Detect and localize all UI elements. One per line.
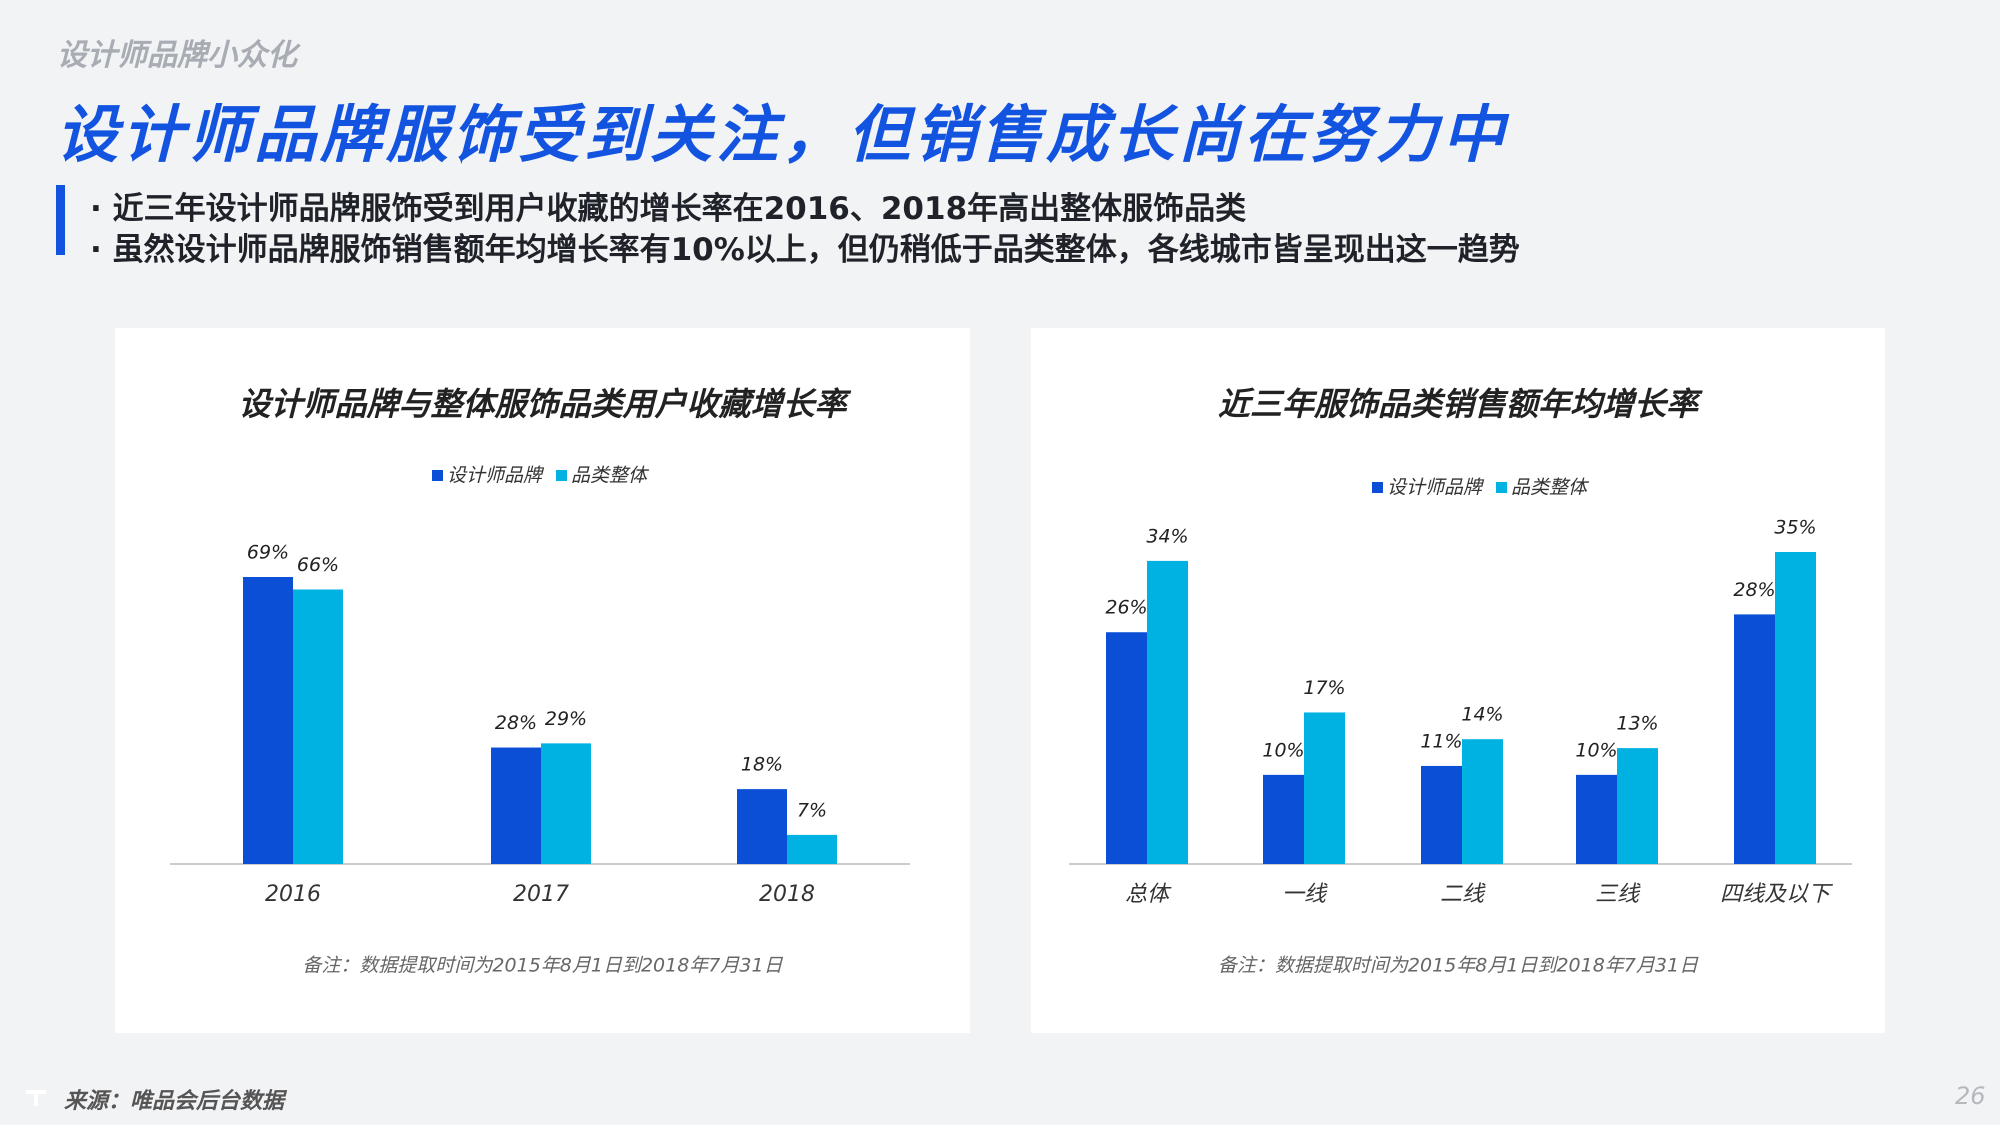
x-tick-label: 2018 — [759, 882, 815, 907]
legend-swatch — [1496, 482, 1508, 493]
x-tick-label: 2017 — [513, 882, 569, 907]
bar — [1147, 560, 1188, 864]
data-label: 34% — [1146, 525, 1188, 547]
bar — [1462, 739, 1503, 864]
legend-label: 品类整体 — [1511, 477, 1590, 499]
bar — [293, 589, 343, 864]
legend-swatch — [556, 470, 568, 481]
bar — [1576, 774, 1617, 864]
bullet: 虽然设计师品牌服饰销售额年均增长率有10%以上，但仍稍低于品类整体，各线城市皆呈… — [90, 224, 1520, 269]
bar — [787, 834, 837, 864]
data-label: 18% — [741, 754, 783, 776]
bar — [1775, 552, 1816, 864]
legend-label: 品类整体 — [571, 465, 650, 487]
chart-note: 备注：数据提取时间为2015年8月1日到2018年7月31日 — [1218, 955, 1699, 977]
data-label: 66% — [297, 554, 339, 576]
bar — [1304, 712, 1345, 864]
data-label: 10% — [1575, 739, 1617, 761]
bar — [1617, 748, 1658, 864]
chart-note: 备注：数据提取时间为2015年8月1日到2018年7月31日 — [302, 955, 783, 977]
slide-title: 设计师品牌服饰受到关注，但销售成长尚在努力中 — [56, 98, 1509, 171]
data-label: 28% — [1733, 579, 1775, 601]
data-label: 13% — [1616, 713, 1658, 735]
bar — [1421, 765, 1462, 864]
data-label: 14% — [1461, 704, 1503, 726]
data-label: 7% — [797, 799, 827, 821]
x-tick-label: 二线 — [1440, 882, 1486, 907]
bar — [1263, 774, 1304, 864]
x-tick-label: 一线 — [1282, 882, 1328, 907]
data-label: 10% — [1262, 739, 1304, 761]
bar — [243, 577, 293, 864]
bar — [491, 747, 541, 864]
data-label: 69% — [247, 542, 289, 564]
legend-swatch — [432, 470, 443, 481]
bar — [737, 789, 787, 864]
bar — [541, 743, 591, 864]
x-tick-label: 2016 — [265, 882, 321, 907]
accent-bar — [56, 185, 65, 255]
bar — [1734, 614, 1775, 864]
legend-swatch — [1372, 482, 1383, 493]
chart-title: 近三年服饰品类销售额年均增长率 — [1218, 385, 1703, 423]
source-note: 来源：唯品会后台数据 — [64, 1089, 285, 1114]
data-label: 17% — [1303, 677, 1345, 699]
source-icon — [26, 1090, 46, 1106]
legend-label: 设计师品牌 — [447, 465, 545, 487]
chart-title: 设计师品牌与整体服饰品类用户收藏增长率 — [238, 385, 851, 423]
data-label: 35% — [1774, 517, 1816, 539]
x-tick-label: 四线及以下 — [1720, 882, 1834, 907]
x-tick-label: 总体 — [1125, 882, 1172, 907]
bullet: 近三年设计师品牌服饰受到用户收藏的增长率在2016、2018年高出整体服饰品类 — [90, 183, 1247, 228]
data-label: 29% — [545, 708, 587, 730]
data-label: 11% — [1420, 730, 1462, 752]
data-label: 26% — [1105, 597, 1147, 619]
bar — [1106, 632, 1147, 864]
page-number: 26 — [1955, 1082, 1986, 1110]
legend-label: 设计师品牌 — [1387, 477, 1485, 499]
section-label: 设计师品牌小众化 — [57, 38, 297, 73]
data-label: 28% — [495, 712, 537, 734]
x-tick-label: 三线 — [1595, 882, 1641, 907]
